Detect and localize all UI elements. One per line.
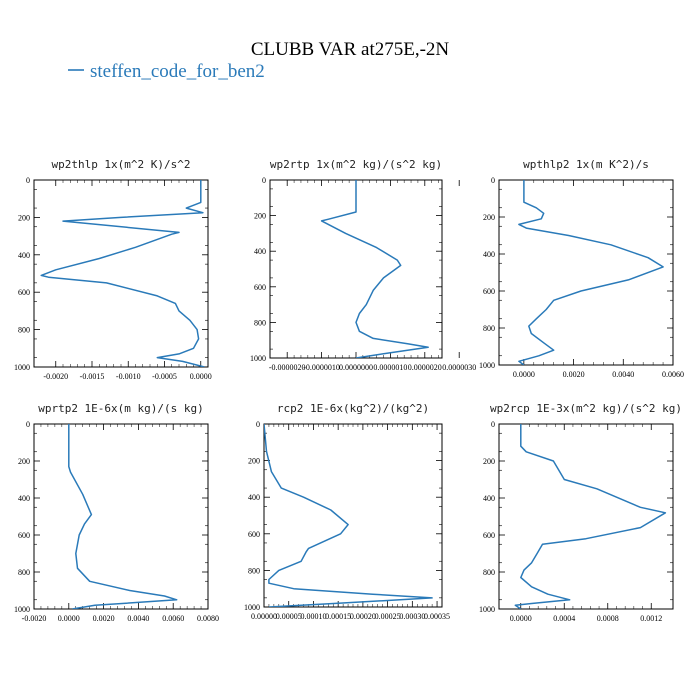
y-tick-label: 1000: [479, 605, 495, 614]
panels: wp2thlp 1x(m^2 K)/s^202004006008001000-0…: [14, 158, 684, 623]
y-tick-label: 400: [18, 494, 30, 503]
y-tick-label: 200: [248, 457, 260, 466]
y-tick-label: 800: [248, 566, 260, 575]
x-tick-label: -0.0015: [80, 372, 105, 381]
y-tick-label: 400: [254, 247, 266, 256]
y-tick-label: 200: [18, 457, 30, 466]
y-tick-label: 0: [491, 420, 495, 429]
x-tick-label: 0.0080: [197, 614, 219, 623]
x-tick-label: 0.0000020: [408, 363, 442, 372]
x-tick-label: 0.00005: [276, 612, 302, 621]
x-tick-label: 0.0000: [513, 370, 535, 379]
y-tick-label: 800: [483, 324, 495, 333]
x-tick-label: 0.0060: [662, 370, 684, 379]
panel-title: wp2rtp 1x(m^2 kg)/(s^2 kg): [270, 158, 442, 171]
x-tick-label: 0.0040: [127, 614, 149, 623]
x-tick-label: 0.00015: [325, 612, 351, 621]
x-tick-label: -0.0010: [116, 372, 141, 381]
series-line: [518, 180, 664, 365]
y-tick-label: 0: [26, 176, 30, 185]
y-tick-label: 1000: [250, 354, 266, 363]
panel-6: wp2rcp 1E-3x(m^2 kg)/(s^2 kg) 0 200 400 600 8…: [479, 402, 682, 623]
panel-title: wpthlp2 1x(m K^2)/s: [523, 158, 649, 171]
y-tick-label: 800: [18, 326, 30, 335]
x-tick-label: 0.0020: [563, 370, 585, 379]
x-tick-label: 0.0000000: [339, 363, 373, 372]
y-tick-label: 0: [491, 176, 495, 185]
panel-title: wp2rcp 1E-3x(m^2 kg)/(s^2 kg): [490, 402, 682, 415]
legend-label: steffen_code_for_ben2: [90, 61, 265, 82]
x-tick-label: 0.0040: [612, 370, 634, 379]
series-line: [264, 424, 433, 607]
y-tick-label: 600: [254, 283, 266, 292]
panel-4: wprtp2 1E-6x(m kg)/(s kg) 0 200 400 600 800 10…: [14, 402, 219, 623]
panel-frame: [263, 423, 443, 608]
y-tick-label: 800: [254, 318, 266, 327]
series-line: [514, 424, 667, 609]
x-tick-label: 0.0000: [510, 614, 532, 623]
y-tick-label: 400: [483, 494, 495, 503]
y-tick-label: 800: [483, 568, 495, 577]
x-tick-label: -0.0000010: [303, 363, 340, 372]
x-tick-label: 0.0000: [190, 372, 212, 381]
y-tick-label: 400: [483, 250, 495, 259]
x-tick-label: 0.00010: [300, 612, 326, 621]
series-line: [40, 180, 205, 367]
x-tick-label: 0.00025: [375, 612, 401, 621]
y-tick-label: 0: [262, 176, 266, 185]
y-tick-label: 800: [18, 568, 30, 577]
figure-title: CLUBB VAR at275E,-2N: [251, 39, 450, 60]
panel-1: wp2thlp 1x(m^2 K)/s^2 0 200 400 600 800 1000 -0…: [14, 158, 212, 381]
panel-2: wp2rtp 1x(m^2 kg)/(s^2 kg) 0 200 400 600 800 1…: [250, 158, 476, 372]
y-tick-label: 1000: [479, 361, 495, 370]
panel-frame: [33, 423, 209, 610]
y-tick-label: 600: [483, 531, 495, 540]
y-tick-label: 1000: [244, 603, 260, 612]
panel-frame: [498, 423, 674, 610]
x-tick-label: 0.0020: [93, 614, 115, 623]
x-tick-label: 0.00020: [350, 612, 376, 621]
panel-frame: [33, 179, 209, 368]
x-tick-label: 0.0008: [597, 614, 619, 623]
x-tick-label: 0.0000: [58, 614, 80, 623]
x-tick-label: -0.0020: [22, 614, 47, 623]
x-tick-label: 0.0004: [553, 614, 575, 623]
y-tick-label: 600: [18, 288, 30, 297]
panel-title: wprtp2 1E-6x(m kg)/(s kg): [38, 402, 204, 415]
panel-title: rcp2 1E-6x(kg^2)/(kg^2): [277, 402, 429, 415]
y-tick-label: 600: [483, 287, 495, 296]
y-tick-label: 200: [483, 213, 495, 222]
x-tick-label: 0.00000: [251, 612, 277, 621]
y-tick-label: 0: [256, 420, 260, 429]
y-tick-label: 0: [26, 420, 30, 429]
y-tick-label: 600: [18, 531, 30, 540]
x-tick-label: 0.0012: [640, 614, 662, 623]
x-tick-label: 0.00035: [424, 612, 450, 621]
y-tick-label: 400: [248, 493, 260, 502]
series-line: [320, 180, 429, 358]
y-tick-label: 200: [483, 457, 495, 466]
panel-title: wp2thlp 1x(m^2 K)/s^2: [51, 158, 190, 171]
x-tick-label: 0.0060: [162, 614, 184, 623]
panel-5: rcp2 1E-6x(kg^2)/(kg^2) 0 200 400 600 800 1000…: [244, 402, 450, 621]
panel-3: wpthlp2 1x(m K^2)/s 0 200 400 600 800 1000 0.00…: [479, 158, 684, 379]
y-tick-label: 1000: [14, 363, 30, 372]
y-tick-label: 200: [18, 213, 30, 222]
legend: steffen_code_for_ben2: [68, 61, 265, 82]
y-tick-label: 200: [254, 212, 266, 221]
y-tick-label: 400: [18, 251, 30, 260]
x-tick-label: -0.0020: [43, 372, 68, 381]
x-tick-label: -0.0005: [152, 372, 177, 381]
x-tick-label: 0.0000010: [373, 363, 407, 372]
y-tick-label: 1000: [14, 605, 30, 614]
x-tick-label: 0.00030: [399, 612, 425, 621]
panel-frame: [498, 179, 674, 366]
x-tick-label: 0.0000030: [442, 363, 476, 372]
y-tick-label: 600: [248, 530, 260, 539]
x-tick-label: -0.0000020: [269, 363, 306, 372]
series-line: [68, 424, 178, 609]
